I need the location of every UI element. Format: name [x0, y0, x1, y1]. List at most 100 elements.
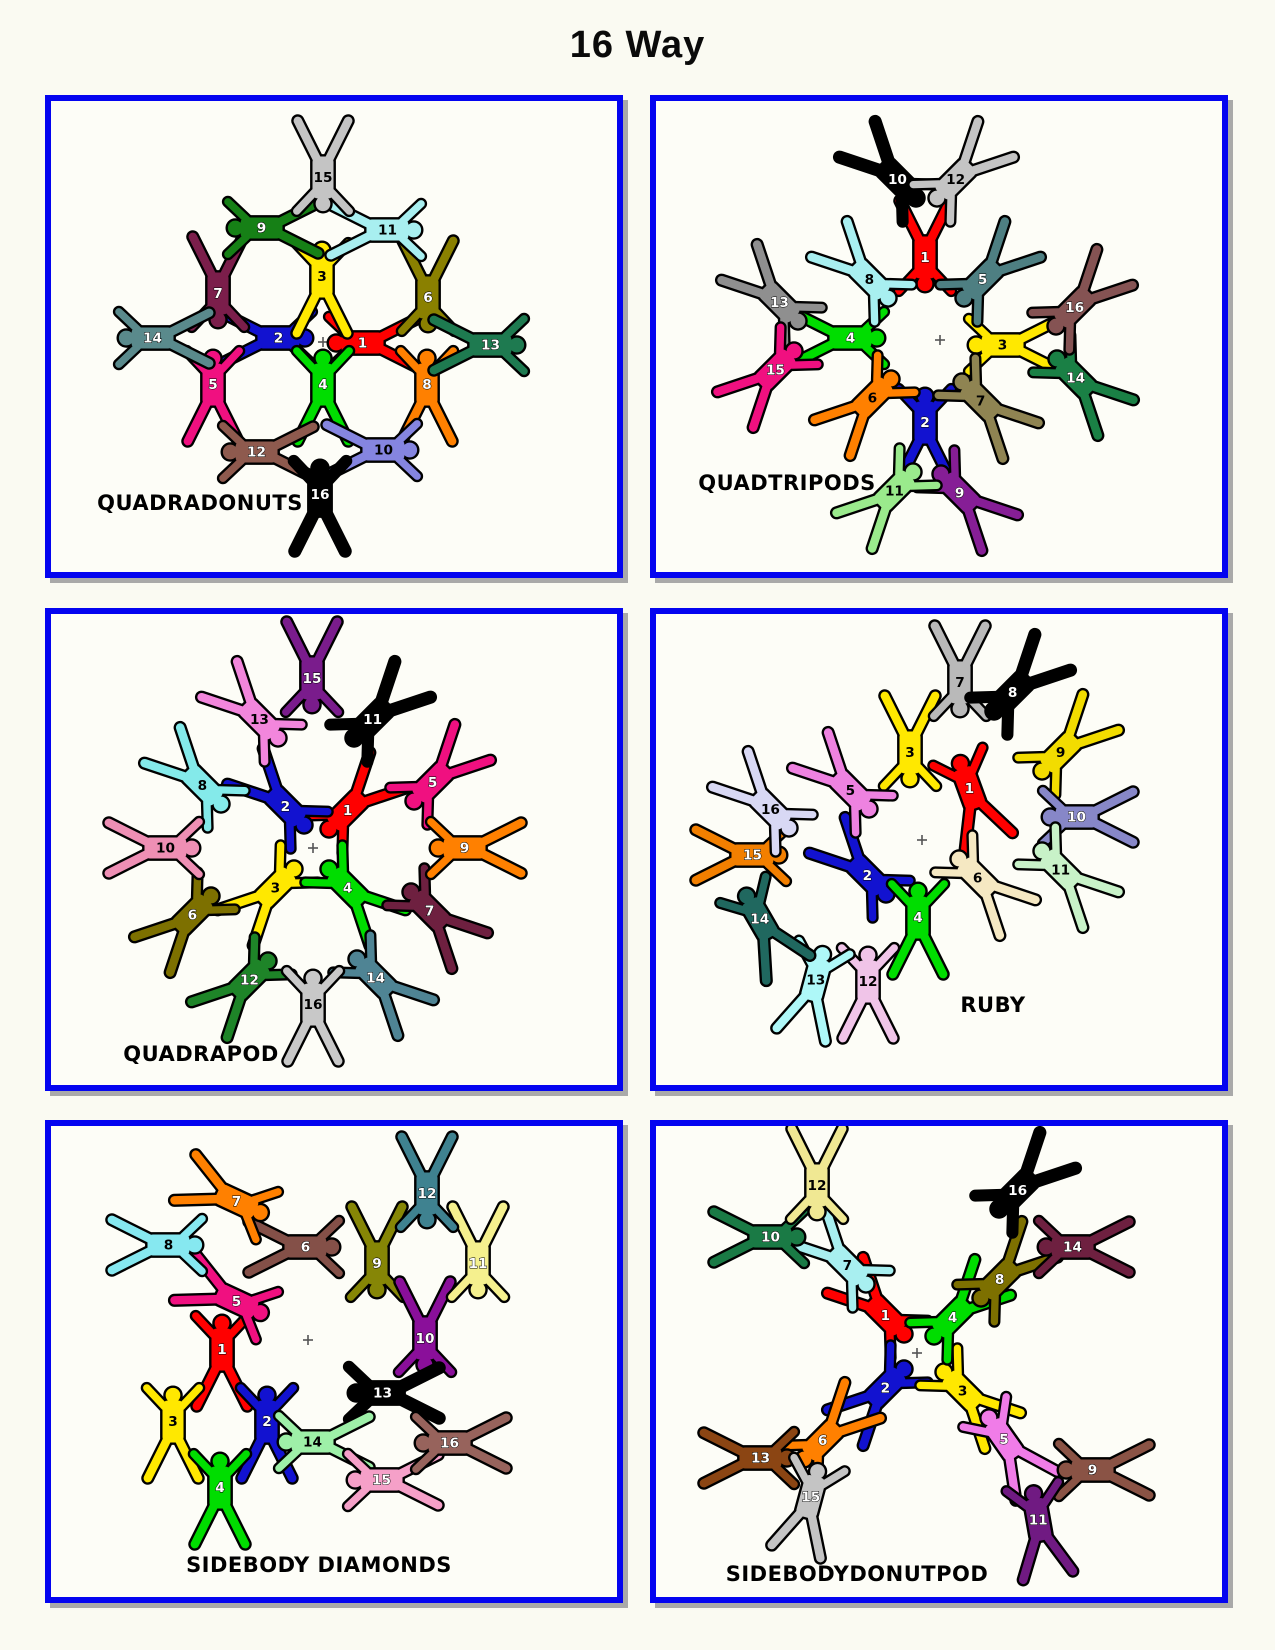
formation-label: QUADTRIPODS	[698, 471, 876, 495]
figure-number: 10	[761, 1230, 780, 1246]
skydiver-16: 16	[287, 454, 353, 558]
figure-number: 7	[976, 393, 986, 409]
figure-number: 8	[865, 272, 875, 288]
figure-number: 15	[766, 362, 785, 378]
figure-number: 2	[274, 331, 284, 347]
figure-number: 3	[317, 269, 327, 285]
figure-number: 15	[743, 848, 762, 864]
figure-number: 12	[946, 172, 965, 188]
skydiver-5: 5	[934, 214, 1048, 328]
skydiver-1: 1	[927, 741, 1020, 857]
figure-number: 1	[358, 336, 368, 352]
figure-number: 11	[469, 1256, 488, 1272]
skydiver-10: 10	[392, 1275, 458, 1379]
figure-number: 14	[750, 912, 769, 928]
skydiver-11: 11	[1012, 821, 1126, 935]
figure-number: 14	[1063, 1240, 1082, 1256]
skydiver-11: 11	[324, 197, 428, 263]
figure-number: 11	[378, 223, 397, 239]
figure-number: 5	[846, 783, 856, 799]
skydiver-9: 9	[1012, 687, 1126, 801]
skydiver-12: 12	[394, 1130, 460, 1234]
skydiver-10: 10	[102, 815, 206, 881]
figure-number: 15	[314, 170, 333, 186]
figure-number: 9	[1088, 1463, 1098, 1479]
figure-number: 1	[965, 781, 975, 797]
skydiver-5: 5	[785, 725, 899, 839]
figure-number: 13	[770, 295, 789, 311]
skydiver-3: 3	[877, 689, 943, 793]
skydiver-14: 14	[327, 929, 441, 1043]
figure-number: 1	[881, 1308, 891, 1324]
figure-number: 12	[247, 445, 266, 461]
figure-number: 15	[801, 1490, 820, 1506]
page-title: 16 Way	[569, 24, 706, 66]
skydiver-12: 12	[184, 931, 298, 1045]
figure-number: 5	[232, 1294, 242, 1310]
figure-number: 13	[373, 1386, 392, 1402]
figure-number: 16	[1065, 300, 1084, 316]
figure-number: 14	[366, 970, 385, 986]
figure-number: 2	[863, 868, 873, 884]
skydiver-8: 8	[105, 1212, 209, 1278]
skydiver-14: 14	[1032, 1214, 1136, 1280]
figure-number: 9	[460, 841, 470, 857]
figure-number: 5	[428, 775, 438, 791]
figure-number: 10	[374, 443, 393, 459]
figure-number: 16	[440, 1436, 459, 1452]
figure-number: 8	[995, 1272, 1005, 1288]
figure-number: 2	[281, 799, 291, 815]
skydiver-11: 11	[829, 442, 943, 556]
figure-number: 16	[1008, 1183, 1027, 1199]
skydiver-13: 13	[194, 654, 308, 768]
skydiver-3: 3	[210, 839, 324, 953]
figure-number: 1	[920, 250, 930, 266]
skydiver-14: 14	[112, 305, 216, 371]
figure-number: 7	[232, 1194, 242, 1210]
skydiver-15: 15	[710, 321, 824, 435]
skydiver-7: 7	[167, 1148, 285, 1246]
figure-number: 16	[304, 997, 323, 1013]
skydiver-9: 9	[221, 195, 325, 261]
figure-number: 16	[311, 487, 330, 503]
figure-number: 3	[998, 338, 1008, 354]
figure-number: 5	[208, 377, 218, 393]
figure-number: 10	[156, 841, 175, 857]
figure-number: 8	[198, 778, 208, 794]
figure-number: 13	[751, 1451, 770, 1467]
figure-number: 9	[1056, 745, 1066, 761]
formation-label: QUADRAPOD	[123, 1042, 279, 1066]
figure-number: 6	[868, 390, 878, 406]
formation-label: SIDEBODY DIAMONDS	[186, 1553, 452, 1577]
figure-number: 9	[372, 1256, 382, 1272]
skydiver-9: 9	[1052, 1437, 1156, 1503]
figure-number: 13	[806, 973, 825, 989]
figure-number: 4	[318, 377, 328, 393]
figure-number: 4	[343, 880, 353, 896]
formation-label: SIDEBODYDONUTPOD	[725, 1562, 989, 1586]
figure-number: 12	[808, 1178, 827, 1194]
skydiver-9: 9	[424, 815, 528, 881]
figure-number: 10	[416, 1331, 435, 1347]
figure-number: 8	[422, 377, 432, 393]
figure-number: 2	[262, 1414, 272, 1430]
figure-number: 5	[978, 272, 988, 288]
skydiver-10: 10	[832, 114, 946, 228]
figure-number: 2	[881, 1380, 891, 1396]
skydiver-2: 2	[220, 741, 334, 855]
skydiver-5: 5	[384, 717, 498, 831]
figure-number: 14	[303, 1435, 322, 1451]
figure-number: 15	[372, 1473, 391, 1489]
panel-quadtripods: 1 2 3 4 5 6 7 8 9 10 11 12 13 14 15 16 QUADTRIPODS	[650, 95, 1228, 578]
skydiver-8: 8	[137, 720, 251, 834]
skydiver-5: 5	[957, 1390, 1064, 1507]
skydiver-6: 6	[127, 866, 241, 980]
panel-ruby: 1 2 3 4 5 6 7 8 9 10 11 12 13 14 15 16 RUBY	[650, 608, 1228, 1091]
skydiver-14: 14	[714, 870, 817, 988]
skydiver-4: 4	[299, 839, 413, 953]
